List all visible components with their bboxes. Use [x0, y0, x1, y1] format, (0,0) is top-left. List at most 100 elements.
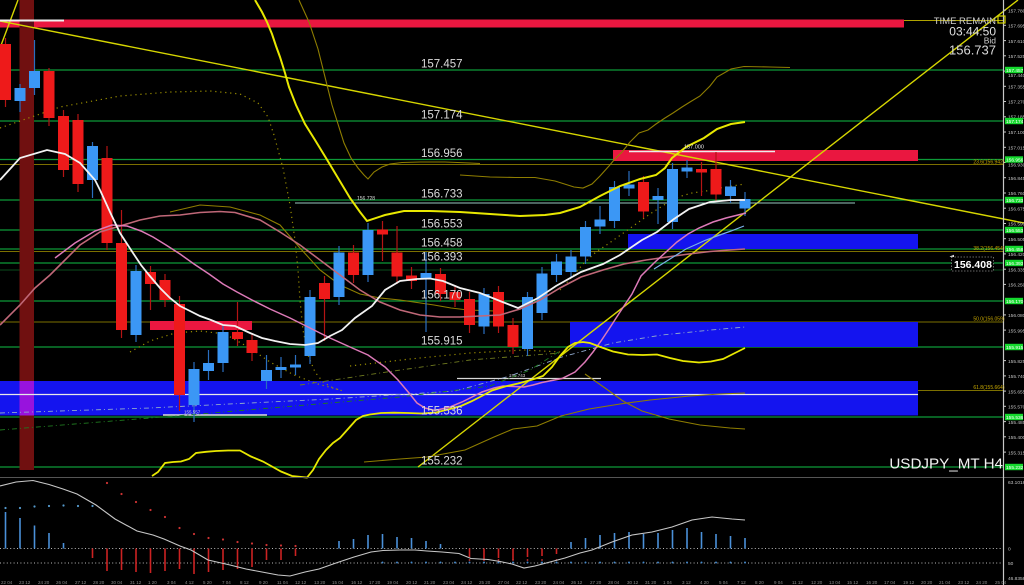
svg-text:157.610: 157.610 — [1008, 39, 1024, 45]
svg-text:11 12: 11 12 — [792, 580, 803, 585]
svg-text:156.733: 156.733 — [1006, 198, 1024, 204]
svg-text:157.185: 157.185 — [1008, 114, 1024, 120]
svg-text:19 12: 19 12 — [903, 580, 915, 585]
svg-text:156.728: 156.728 — [357, 196, 375, 202]
svg-text:27 04: 27 04 — [498, 580, 510, 585]
svg-text:155.315: 155.315 — [1008, 450, 1024, 456]
svg-text:156.170: 156.170 — [1006, 299, 1024, 305]
svg-text:26 12: 26 12 — [571, 580, 583, 585]
svg-text:157.174: 157.174 — [1006, 119, 1024, 125]
svg-text:22 04: 22 04 — [1, 580, 13, 585]
svg-text:24 04: 24 04 — [553, 580, 565, 585]
svg-text:24 20: 24 20 — [976, 580, 988, 585]
svg-text:156.393: 156.393 — [421, 252, 463, 264]
svg-text:4 12: 4 12 — [185, 580, 194, 585]
svg-text:12 20: 12 20 — [811, 580, 823, 585]
svg-text:156.956: 156.956 — [421, 148, 463, 160]
svg-text:17 04: 17 04 — [884, 580, 896, 585]
svg-text:23 04: 23 04 — [443, 580, 455, 585]
svg-text:46.8358: 46.8358 — [1008, 576, 1024, 582]
svg-text:24 20: 24 20 — [38, 580, 50, 585]
svg-text:8 12: 8 12 — [240, 580, 249, 585]
svg-text:21 04: 21 04 — [939, 580, 951, 585]
svg-text:156.845: 156.845 — [1008, 176, 1024, 182]
svg-text:156.420: 156.420 — [1008, 252, 1024, 258]
svg-text:17 20: 17 20 — [369, 580, 381, 585]
svg-text:156.553: 156.553 — [421, 219, 463, 231]
svg-text:156.458: 156.458 — [1006, 247, 1024, 253]
svg-text:156.335: 156.335 — [1008, 267, 1024, 273]
svg-text:157.000: 157.000 — [684, 145, 704, 151]
svg-text:27 12: 27 12 — [75, 580, 87, 585]
svg-text:155.570: 155.570 — [1008, 405, 1024, 411]
svg-text:24 12: 24 12 — [461, 580, 473, 585]
svg-text:155.400: 155.400 — [1008, 435, 1024, 441]
svg-text:28 04: 28 04 — [608, 580, 620, 585]
svg-text:30 04: 30 04 — [111, 580, 123, 585]
svg-text:TIME REMAIN: TIME REMAIN — [934, 16, 996, 27]
svg-text:30 12: 30 12 — [627, 580, 639, 585]
svg-text:0: 0 — [1008, 547, 1011, 553]
svg-text:156.590: 156.590 — [1008, 222, 1024, 228]
svg-text:156.408: 156.408 — [954, 259, 992, 271]
svg-text:38.2(156.454): 38.2(156.454) — [973, 246, 1004, 252]
svg-text:157.015: 157.015 — [1008, 146, 1024, 152]
svg-text:156.170: 156.170 — [421, 290, 463, 302]
svg-text:155.995: 155.995 — [1008, 328, 1024, 334]
svg-text:9 04: 9 04 — [774, 580, 783, 585]
svg-text:03:44:50: 03:44:50 — [949, 25, 996, 39]
svg-text:156.080: 156.080 — [1008, 313, 1024, 319]
svg-text:13 04: 13 04 — [829, 580, 841, 585]
svg-text:13 20: 13 20 — [314, 580, 326, 585]
svg-text:11 04: 11 04 — [277, 580, 288, 585]
svg-text:50: 50 — [1008, 561, 1014, 567]
svg-text:7 04: 7 04 — [222, 580, 231, 585]
svg-text:155.743: 155.743 — [509, 373, 526, 378]
svg-text:22 12: 22 12 — [516, 580, 528, 585]
svg-text:31 20: 31 20 — [645, 580, 657, 585]
svg-text:28 20: 28 20 — [93, 580, 105, 585]
svg-text:156.956: 156.956 — [1006, 158, 1024, 164]
svg-text:USDJPY_MT H4: USDJPY_MT H4 — [889, 456, 1003, 473]
svg-text:19 04: 19 04 — [387, 580, 399, 585]
svg-text:15 12: 15 12 — [847, 580, 859, 585]
svg-text:155.485: 155.485 — [1008, 420, 1024, 426]
svg-text:157.174: 157.174 — [421, 110, 463, 122]
svg-text:156.458: 156.458 — [421, 238, 463, 250]
svg-text:3 04: 3 04 — [167, 580, 176, 585]
svg-text:16 20: 16 20 — [866, 580, 878, 585]
svg-text:155.655: 155.655 — [1008, 389, 1024, 395]
svg-text:157.457: 157.457 — [1006, 68, 1024, 74]
svg-text:155.536: 155.536 — [421, 406, 463, 418]
svg-text:156.505: 156.505 — [1008, 237, 1024, 243]
svg-text:21 20: 21 20 — [424, 580, 436, 585]
svg-text:7 12: 7 12 — [737, 580, 746, 585]
svg-text:156.553: 156.553 — [1006, 228, 1024, 234]
svg-text:1 04: 1 04 — [663, 580, 672, 585]
svg-text:156.733: 156.733 — [421, 189, 463, 201]
svg-text:155.915: 155.915 — [421, 336, 463, 348]
svg-text:157.525: 157.525 — [1008, 54, 1024, 60]
svg-text:155.557: 155.557 — [184, 410, 201, 415]
svg-text:157.780: 157.780 — [1008, 8, 1024, 14]
svg-text:156.760: 156.760 — [1008, 191, 1024, 197]
svg-text:63.1018: 63.1018 — [1008, 480, 1024, 486]
svg-text:4 20: 4 20 — [700, 580, 709, 585]
svg-text:155.740: 155.740 — [1008, 374, 1024, 380]
svg-text:15 04: 15 04 — [332, 580, 344, 585]
svg-text:50.0(156.059): 50.0(156.059) — [973, 317, 1004, 323]
svg-text:157.457: 157.457 — [421, 59, 463, 71]
svg-text:156.250: 156.250 — [1008, 283, 1024, 289]
svg-text:5 04: 5 04 — [719, 580, 728, 585]
svg-text:157.440: 157.440 — [1008, 73, 1024, 79]
svg-text:Bid: Bid — [984, 36, 997, 46]
svg-text:61.8(155.664): 61.8(155.664) — [973, 385, 1004, 391]
svg-text:16 12: 16 12 — [351, 580, 363, 585]
svg-text:20 20: 20 20 — [921, 580, 933, 585]
svg-text:8 20: 8 20 — [755, 580, 764, 585]
svg-text:25 04: 25 04 — [995, 580, 1007, 585]
svg-text:26 04: 26 04 — [56, 580, 68, 585]
svg-text:155.232: 155.232 — [421, 456, 463, 468]
svg-text:12 12: 12 12 — [295, 580, 307, 585]
svg-text:25 20: 25 20 — [479, 580, 491, 585]
